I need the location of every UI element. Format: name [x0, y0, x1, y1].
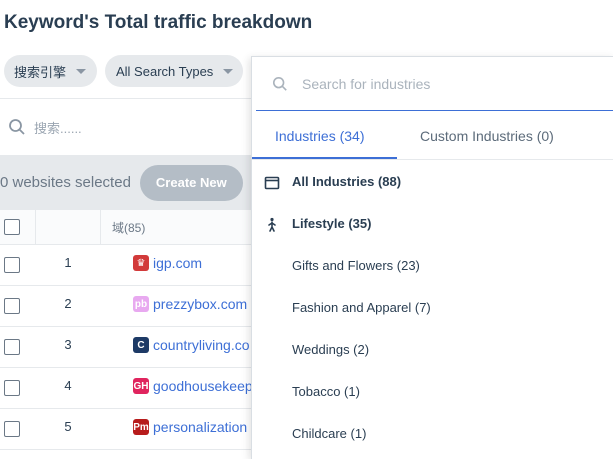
industry-item[interactable]: Gifts and Flowers (23)	[252, 246, 613, 288]
industry-item[interactable]: All Industries (88)	[252, 162, 613, 204]
industry-item[interactable]: Tobacco (1)	[252, 372, 613, 414]
row-checkbox[interactable]	[4, 421, 20, 437]
table-row[interactable]: 2 pb prezzybox.com	[0, 285, 260, 327]
table-search[interactable]: 搜索......	[0, 98, 260, 155]
row-checkbox[interactable]	[4, 257, 20, 273]
industry-item-label: Gifts and Flowers (23)	[292, 258, 420, 273]
table-row[interactable]: 1 ♛ igp.com	[0, 244, 260, 286]
row-checkbox[interactable]	[4, 339, 20, 355]
industry-item[interactable]: Lifestyle (35)	[252, 204, 613, 246]
industry-item-label: Childcare (1)	[292, 426, 367, 441]
industry-search	[256, 57, 613, 111]
site-link[interactable]: goodhousekeep	[153, 378, 253, 394]
row-number: 1	[64, 255, 72, 270]
site-favicon-icon: C	[133, 337, 149, 353]
industry-item[interactable]: Fashion and Apparel (7)	[252, 288, 613, 330]
site-link[interactable]: countryliving.co	[153, 337, 250, 353]
search-icon	[272, 76, 287, 91]
tab-custom-industries[interactable]: Custom Industries (0)	[420, 128, 554, 144]
industry-item[interactable]: Weddings (2)	[252, 330, 613, 372]
row-checkbox[interactable]	[4, 380, 20, 396]
row-number: 3	[64, 337, 72, 352]
site-favicon-icon: ♛	[133, 255, 149, 271]
selection-toolbar: 0 websites selected Create New	[0, 155, 260, 210]
search-icon	[9, 119, 25, 135]
row-number: 5	[64, 419, 72, 434]
tab-industries[interactable]: Industries (34)	[275, 128, 365, 144]
search-types-filter[interactable]: All Search Types	[105, 55, 243, 87]
industry-item-label: Lifestyle (35)	[292, 216, 372, 231]
search-engine-filter-label: 搜索引擎	[14, 64, 67, 80]
page-title: Keyword's Total traffic breakdown	[4, 12, 313, 33]
table-header: 域(85)	[0, 210, 260, 245]
industry-item-label: Weddings (2)	[292, 342, 370, 357]
site-favicon-icon: Pm	[133, 419, 149, 435]
site-favicon-icon: GH	[133, 378, 149, 394]
industry-item-label: Fashion and Apparel (7)	[292, 300, 431, 315]
select-all-checkbox[interactable]	[4, 219, 20, 235]
industry-tabs: Industries (34) Custom Industries (0)	[252, 111, 613, 160]
industry-search-input[interactable]	[300, 74, 584, 93]
industry-item-label: All Industries (88)	[292, 174, 402, 189]
search-types-filter-label: All Search Types	[116, 63, 214, 79]
create-new-button[interactable]: Create New	[139, 164, 243, 201]
table-row[interactable]: 5 Pm personalization	[0, 408, 260, 450]
site-link[interactable]: personalization	[153, 419, 248, 435]
table-search-input[interactable]: 搜索......	[34, 120, 82, 136]
active-tab-indicator	[252, 157, 397, 159]
window-icon	[264, 176, 280, 190]
site-link[interactable]: igp.com	[153, 255, 203, 271]
site-link[interactable]: prezzybox.com	[153, 296, 248, 312]
search-engine-filter[interactable]: 搜索引擎	[4, 55, 97, 87]
industry-item-label: Tobacco (1)	[292, 384, 360, 399]
domain-column-header[interactable]: 域(85)	[112, 221, 146, 235]
row-number: 2	[64, 296, 72, 311]
chevron-down-icon	[223, 68, 234, 74]
industry-item[interactable]: Childcare (1)	[252, 414, 613, 456]
person-walking-icon	[268, 217, 276, 232]
selection-count: 0 websites selected	[0, 174, 131, 191]
chevron-down-icon	[76, 68, 87, 74]
row-checkbox[interactable]	[4, 298, 20, 314]
table-row[interactable]: 4 GH goodhousekeep	[0, 367, 260, 409]
industries-dropdown: Industries (34) Custom Industries (0) Al…	[251, 56, 613, 459]
site-favicon-icon: pb	[133, 296, 149, 312]
row-number: 4	[64, 378, 72, 393]
